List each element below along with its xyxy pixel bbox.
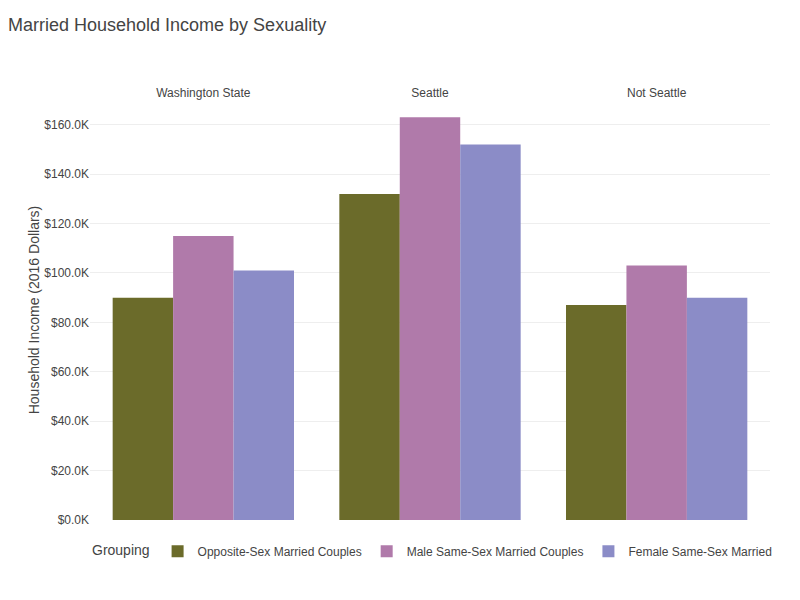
svg-text:Household Income (2016 Dollars: Household Income (2016 Dollars) — [26, 206, 42, 415]
svg-text:$80.0K: $80.0K — [51, 316, 89, 330]
svg-text:$0.0K: $0.0K — [58, 513, 89, 527]
svg-text:$40.0K: $40.0K — [51, 414, 89, 428]
svg-text:$120.0K: $120.0K — [44, 217, 89, 231]
svg-text:$20.0K: $20.0K — [51, 464, 89, 478]
svg-text:Washington State: Washington State — [156, 86, 251, 100]
svg-text:$100.0K: $100.0K — [44, 266, 89, 280]
svg-text:Not Seattle: Not Seattle — [627, 86, 687, 100]
svg-text:Married Household Income by Se: Married Household Income by Sexuality — [8, 15, 326, 35]
svg-text:$160.0K: $160.0K — [44, 118, 89, 132]
svg-text:Grouping: Grouping — [92, 542, 150, 558]
svg-text:$60.0K: $60.0K — [51, 365, 89, 379]
svg-text:Opposite-Sex Married Couples: Opposite-Sex Married Couples — [198, 545, 362, 559]
svg-text:Female Same-Sex Married: Female Same-Sex Married — [628, 545, 771, 559]
svg-text:$140.0K: $140.0K — [44, 167, 89, 181]
svg-text:Seattle: Seattle — [411, 86, 449, 100]
svg-text:Male Same-Sex Married Couples: Male Same-Sex Married Couples — [407, 545, 584, 559]
